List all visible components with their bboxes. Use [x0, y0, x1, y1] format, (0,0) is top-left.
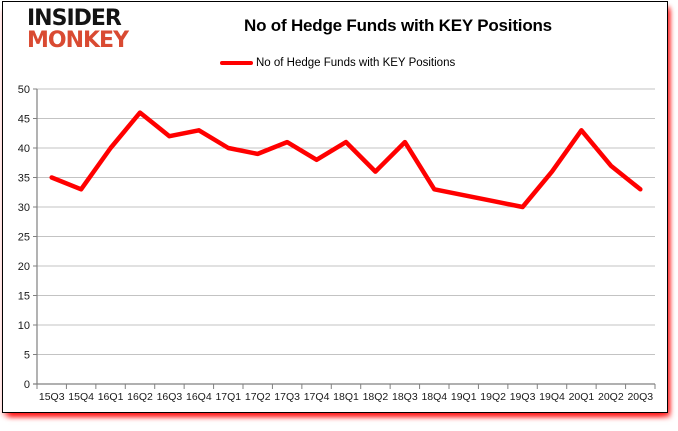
logo-monkey-text: MONKEY: [27, 27, 129, 53]
x-axis-tick-label: 18Q2: [363, 391, 389, 403]
legend-label: No of Hedge Funds with KEY Positions: [256, 57, 456, 69]
logo-insider-text: INSIDER: [27, 6, 122, 31]
x-axis-tick-label: 15Q3: [39, 391, 65, 403]
x-axis-tick-label: 17Q2: [245, 391, 271, 403]
y-axis-tick-label: 25: [18, 232, 30, 244]
x-axis-tick-label: 20Q1: [569, 391, 595, 403]
x-axis-tick-label: 19Q1: [451, 391, 477, 403]
chart-legend: No of Hedge Funds with KEY Positions: [220, 57, 455, 69]
y-axis-tick-label: 5: [24, 350, 30, 362]
x-axis-tick-label: 20Q3: [627, 391, 653, 403]
chart-widget-frame: INSIDER MONKEY No of Hedge Funds with KE…: [2, 1, 668, 413]
x-axis-tick-label: 15Q4: [68, 391, 94, 403]
y-axis-tick-label: 35: [18, 173, 30, 185]
legend-line-swatch-icon: [220, 61, 253, 65]
y-axis-tick-label: 30: [18, 202, 30, 214]
y-axis-tick-label: 45: [18, 114, 30, 126]
x-axis-tick-label: 20Q2: [598, 391, 624, 403]
x-axis-tick-label: 16Q4: [186, 391, 212, 403]
series-line-hedge-funds: [49, 110, 643, 210]
y-axis-tick-label: 40: [18, 143, 30, 155]
y-axis-tick-label: 50: [18, 84, 30, 96]
y-axis-tick-label: 0: [24, 379, 30, 391]
y-axis-tick-label: 20: [18, 261, 30, 273]
x-axis-tick-label: 18Q4: [421, 391, 447, 403]
x-axis-tick-label: 19Q3: [510, 391, 536, 403]
y-axis-tick-label: 15: [18, 291, 30, 303]
x-axis-tick-label: 17Q3: [274, 391, 300, 403]
y-axis-tick-label: 10: [18, 320, 30, 332]
x-axis-tick-label: 17Q4: [304, 391, 330, 403]
line-chart-plot-area: 0 5 10 15 20 25 30 35 40 45 50 15Q3 15Q4 16Q1 16Q2 16Q3…: [18, 84, 656, 403]
x-axis-tick-label: 17Q1: [215, 391, 241, 403]
x-axis-tick-label: 16Q2: [127, 391, 153, 403]
x-axis-tick-label: 18Q3: [392, 391, 418, 403]
insider-monkey-logo: INSIDER MONKEY: [27, 6, 129, 53]
x-axis-tick-label: 18Q1: [333, 391, 359, 403]
x-axis-tick-label: 16Q1: [98, 391, 124, 403]
x-axis-tick-label: 19Q4: [539, 391, 565, 403]
x-axis-tick-label: 16Q3: [157, 391, 183, 403]
x-axis-tick-label: 19Q2: [480, 391, 506, 403]
chart-title: No of Hedge Funds with KEY Positions: [244, 16, 552, 35]
